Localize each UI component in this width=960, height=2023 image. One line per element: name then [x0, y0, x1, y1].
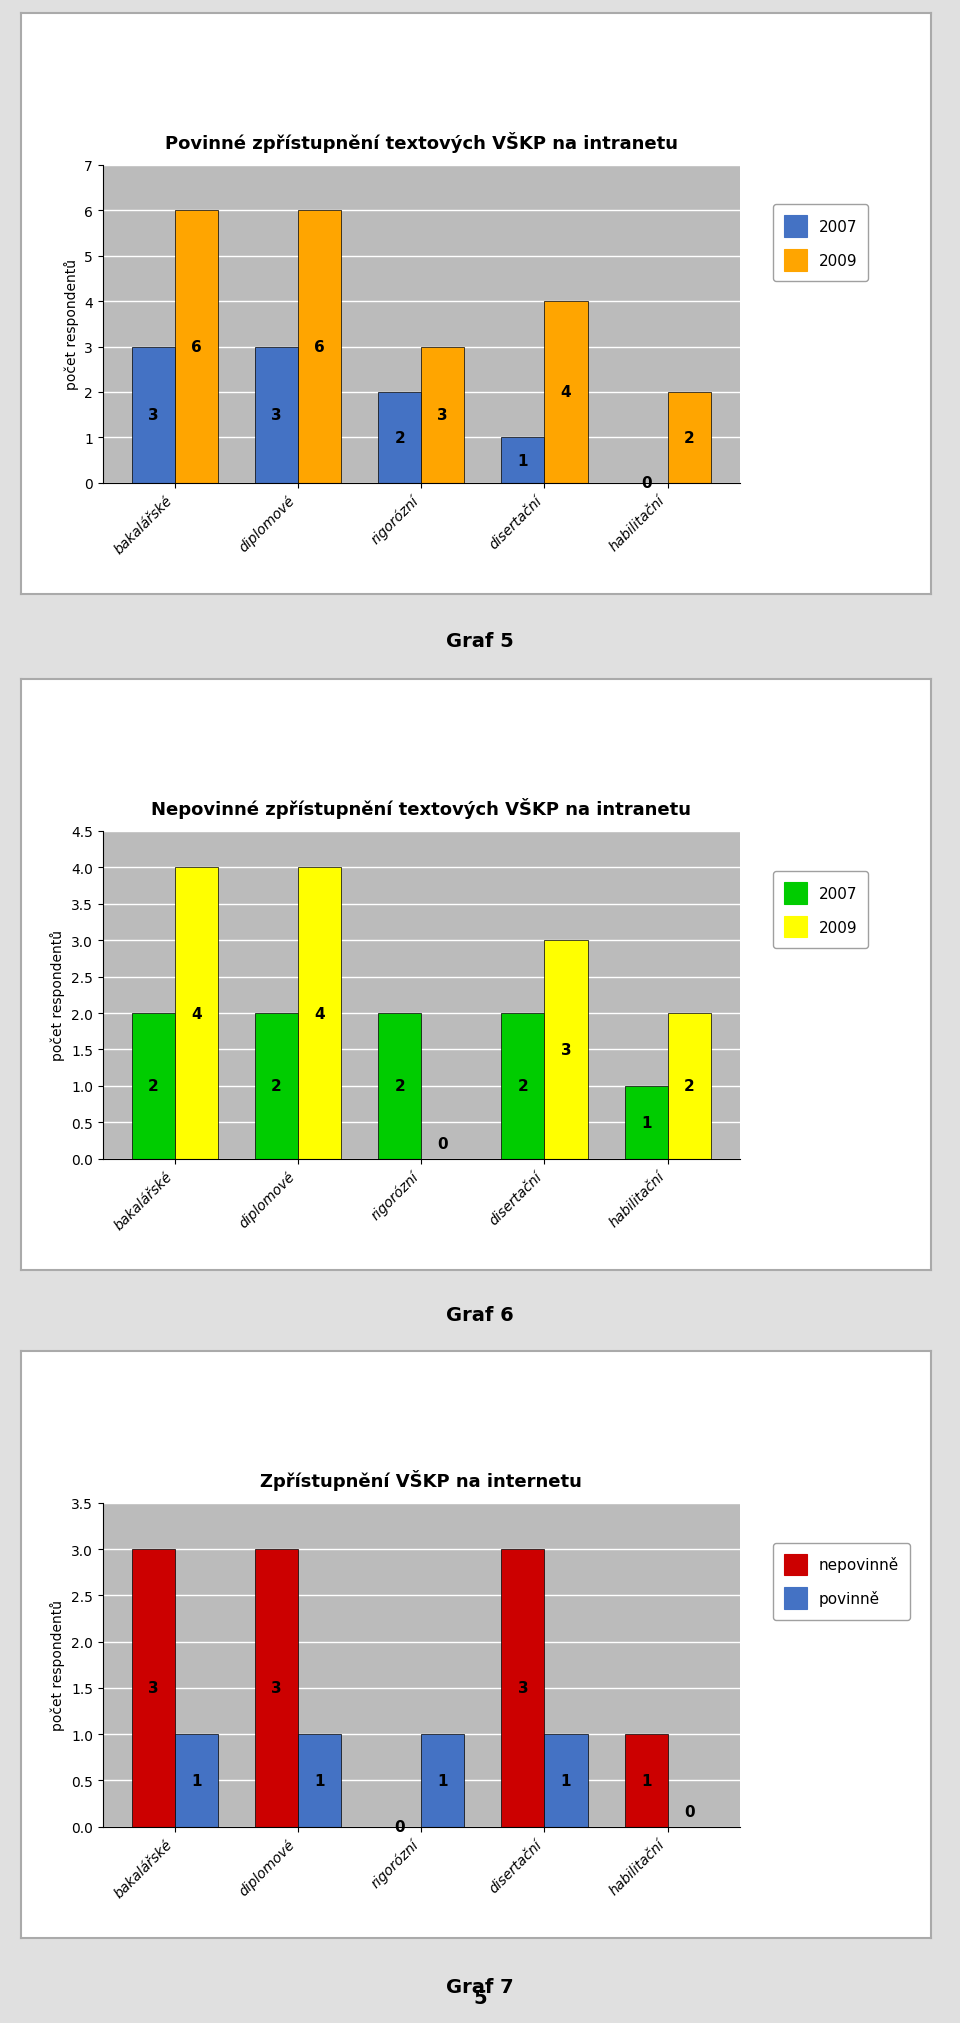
Text: Graf 6: Graf 6 — [446, 1305, 514, 1325]
Legend: nepovinně, povinně: nepovinně, povinně — [773, 1544, 910, 1620]
Bar — [175, 868, 218, 1159]
Bar — [175, 1734, 218, 1827]
Text: 2: 2 — [395, 1078, 405, 1094]
Bar — [298, 210, 341, 483]
Text: 4: 4 — [191, 1005, 202, 1022]
Text: 2: 2 — [271, 1078, 282, 1094]
Text: 6: 6 — [191, 340, 202, 354]
Bar — [132, 1014, 175, 1159]
Bar — [501, 1550, 544, 1827]
Y-axis label: počet respondentů: počet respondentů — [51, 1600, 65, 1730]
Bar — [668, 392, 710, 483]
Title: Nepovinné zpřístupnění textových VŠKP na intranetu: Nepovinné zpřístupnění textových VŠKP na… — [152, 797, 691, 819]
Bar — [255, 1014, 298, 1159]
Text: 4: 4 — [561, 384, 571, 401]
Bar — [298, 1734, 341, 1827]
Bar — [298, 868, 341, 1159]
Text: 6: 6 — [314, 340, 325, 354]
Text: 2: 2 — [395, 431, 405, 445]
Bar — [625, 1086, 668, 1159]
Text: 1: 1 — [314, 1772, 324, 1788]
Bar — [255, 348, 298, 483]
Bar — [501, 1014, 544, 1159]
Bar — [421, 1734, 465, 1827]
Bar — [378, 392, 421, 483]
Bar — [501, 439, 544, 483]
Text: 1: 1 — [191, 1772, 202, 1788]
Text: 2: 2 — [684, 1078, 695, 1094]
Text: 2: 2 — [684, 431, 695, 445]
Bar — [378, 1014, 421, 1159]
Bar — [421, 348, 465, 483]
Bar — [132, 348, 175, 483]
Text: 0: 0 — [641, 475, 652, 492]
Text: 1: 1 — [641, 1115, 652, 1131]
Bar — [544, 301, 588, 483]
Y-axis label: počet respondentů: počet respondentů — [51, 931, 65, 1060]
Text: 1: 1 — [641, 1772, 652, 1788]
Title: Zpřístupnění VŠKP na internetu: Zpřístupnění VŠKP na internetu — [260, 1469, 582, 1491]
Text: 3: 3 — [271, 1681, 282, 1695]
Bar — [255, 1550, 298, 1827]
Text: 3: 3 — [438, 409, 448, 423]
Text: 4: 4 — [314, 1005, 324, 1022]
Text: 3: 3 — [148, 409, 158, 423]
Text: 3: 3 — [148, 1681, 158, 1695]
Text: 2: 2 — [148, 1078, 158, 1094]
Bar — [544, 1734, 588, 1827]
Bar — [132, 1550, 175, 1827]
Y-axis label: počet respondentů: počet respondentů — [63, 259, 79, 390]
Text: 3: 3 — [561, 1042, 571, 1058]
Text: Graf 7: Graf 7 — [446, 1976, 514, 1997]
Bar — [175, 210, 218, 483]
Text: 1: 1 — [517, 453, 528, 467]
Text: 1: 1 — [438, 1772, 448, 1788]
Text: 0: 0 — [438, 1137, 448, 1151]
Text: 3: 3 — [517, 1681, 528, 1695]
Bar — [668, 1014, 710, 1159]
Text: Graf 5: Graf 5 — [446, 631, 514, 651]
Text: 1: 1 — [561, 1772, 571, 1788]
Title: Povinné zpřístupnění textových VŠKP na intranetu: Povinné zpřístupnění textových VŠKP na i… — [165, 131, 678, 154]
Text: 0: 0 — [684, 1805, 695, 1819]
Text: 0: 0 — [395, 1819, 405, 1835]
Bar — [544, 941, 588, 1159]
Legend: 2007, 2009: 2007, 2009 — [773, 204, 868, 281]
Bar — [625, 1734, 668, 1827]
Text: 5: 5 — [473, 1989, 487, 2007]
Text: 3: 3 — [271, 409, 282, 423]
Text: 2: 2 — [517, 1078, 528, 1094]
Legend: 2007, 2009: 2007, 2009 — [773, 872, 868, 949]
